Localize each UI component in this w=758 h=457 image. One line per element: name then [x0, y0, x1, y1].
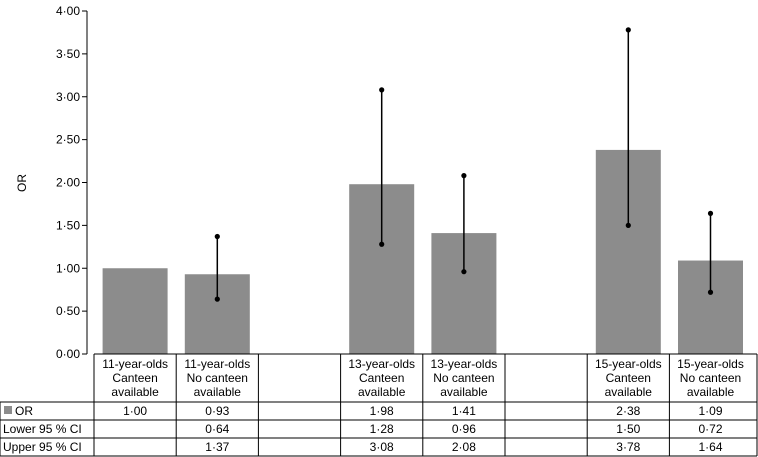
y-tick-label: 0·50	[56, 304, 80, 318]
category-label: available	[111, 385, 159, 399]
table-cell: 1·50	[616, 422, 640, 436]
category-label: available	[605, 385, 653, 399]
error-bar-upper-point	[461, 173, 467, 179]
table-cell: 0·72	[698, 422, 722, 436]
table-cell: 0·93	[205, 404, 229, 418]
y-tick-label: 0·00	[56, 347, 80, 361]
error-bar-upper-point	[214, 233, 220, 240]
legend-swatch	[4, 406, 12, 414]
y-tick-label: 4·00	[56, 4, 80, 18]
table-row-header: Upper 95 % CI	[3, 440, 82, 454]
y-axis: 0·00 0·50 1·00 1·50 2·00 2·50 3·00 3·50 4·00	[56, 4, 88, 361]
legend-label: OR	[15, 404, 33, 418]
table-cell: 3·08	[370, 440, 394, 454]
category-label: No canteen	[187, 371, 248, 385]
category-label: No canteen	[433, 371, 494, 385]
data-table: 11-year-oldsCanteenavailable11-year-olds…	[0, 353, 758, 457]
table-cell: 1·64	[698, 440, 722, 454]
category-label: 13-year-olds	[431, 357, 498, 371]
table-cell: 1·09	[698, 404, 722, 418]
error-bar-lower-point	[625, 222, 631, 228]
error-bar-lower-point	[379, 241, 385, 247]
table-cell: 0·96	[452, 422, 476, 436]
error-bar-lower-point	[461, 269, 467, 275]
table-cell: 0·64	[205, 422, 229, 436]
y-tick-label: 2·50	[56, 133, 80, 147]
table-cell: 1·41	[452, 404, 476, 418]
category-label: Canteen	[112, 371, 157, 385]
y-tick-label: 3·50	[56, 47, 80, 61]
bar	[102, 268, 168, 354]
table-cell: 1·98	[370, 404, 394, 418]
table-cell: 1·00	[123, 404, 147, 418]
table-row-header: Lower 95 % CI	[3, 422, 82, 436]
error-bar-upper-point	[625, 27, 631, 33]
table-cell: 2·38	[616, 404, 640, 418]
table-cell: 3·78	[616, 440, 640, 454]
y-tick-label: 2·00	[56, 176, 80, 190]
category-label: No canteen	[680, 371, 741, 385]
category-label: 11-year-olds	[102, 357, 168, 371]
y-axis-title: OR	[15, 174, 29, 192]
table-cell: 2·08	[452, 440, 476, 454]
category-label: available	[440, 385, 488, 399]
category-label: available	[194, 385, 242, 399]
error-bars	[214, 27, 714, 302]
error-bar-upper-point	[379, 87, 385, 93]
category-label: Canteen	[359, 371, 404, 385]
table-cell: 1·28	[370, 422, 394, 436]
category-label: 15-year-olds	[595, 357, 662, 371]
category-label: 11-year-olds	[184, 357, 250, 371]
category-label: Canteen	[606, 371, 651, 385]
category-label: available	[687, 385, 735, 399]
y-tick-label: 3·00	[56, 90, 80, 104]
category-label: 15-year-olds	[677, 357, 744, 371]
bars	[102, 149, 743, 354]
y-tick-label: 1·00	[56, 261, 80, 275]
error-bar-lower-point	[707, 289, 714, 295]
category-label: available	[358, 385, 406, 399]
y-tick-label: 1·50	[56, 218, 80, 232]
error-bar-lower-point	[214, 296, 220, 302]
table-cell: 1·37	[205, 440, 229, 454]
error-bar-upper-point	[707, 210, 714, 216]
category-label: 13-year-olds	[348, 357, 415, 371]
